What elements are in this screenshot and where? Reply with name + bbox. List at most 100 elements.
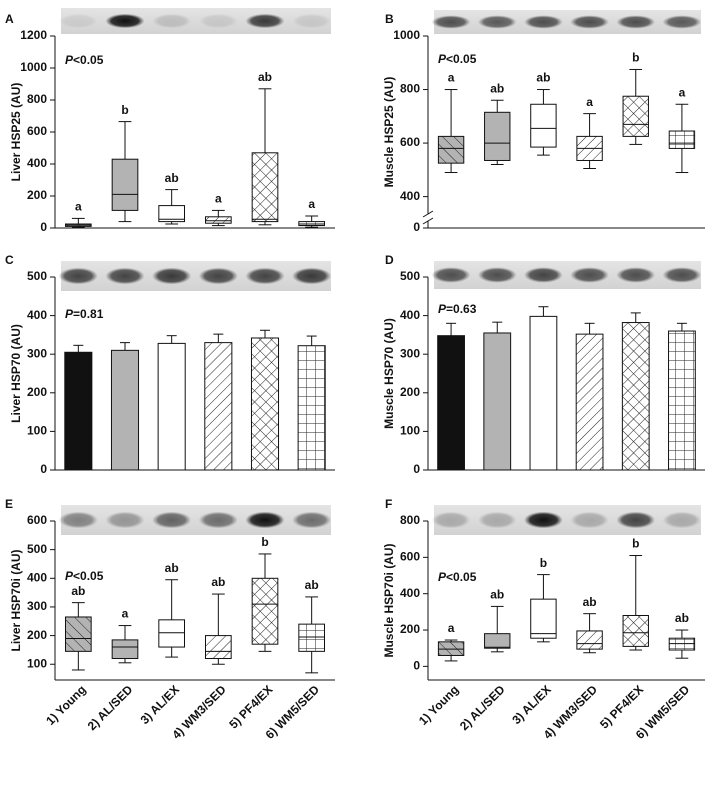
box [576, 630, 603, 650]
western-blot [434, 505, 701, 535]
bar [297, 345, 326, 471]
blot-band [662, 511, 702, 529]
x-tick-label: 2) AL/SED [457, 682, 508, 733]
significance-letter: ab [258, 70, 272, 84]
p-text: <0.05 [446, 570, 477, 584]
p-symbol: P [65, 569, 74, 583]
significance-letter: ab [536, 71, 550, 85]
y-tick-label: 800 [27, 92, 47, 106]
panel-letter: C [5, 253, 14, 267]
y-axis-label: Muscle HSP25 (AU) [382, 77, 396, 188]
significance-letter: ab [165, 561, 179, 575]
significance-letter: ab [165, 171, 179, 185]
blot-band [292, 267, 332, 285]
box [111, 639, 139, 660]
y-tick-label: 1000 [393, 28, 420, 42]
blot-band [570, 267, 609, 283]
significance-letter: ab [211, 575, 225, 589]
x-tick-label: 5) PF4/EX [226, 682, 275, 731]
box [158, 205, 185, 223]
y-tick-label: 0 [40, 220, 47, 234]
y-axis-label: Muscle HSP70i (AU) [382, 543, 396, 657]
p-text: <0.05 [73, 53, 104, 67]
panel-letter: D [385, 253, 394, 267]
box [622, 95, 649, 137]
y-tick-label: 600 [400, 550, 420, 564]
p-text: <0.05 [446, 52, 477, 66]
box [158, 619, 185, 648]
box [65, 616, 92, 652]
y-axis-label: Liver HSP70 (AU) [9, 324, 23, 423]
y-tick-label: 0 [413, 462, 420, 476]
x-tick-label: 1) Young [43, 682, 88, 727]
p-value: P=0.63 [438, 302, 477, 316]
y-tick-label: 800 [400, 82, 420, 96]
blot-band [292, 13, 332, 29]
box [251, 577, 279, 645]
blot-band [105, 13, 145, 29]
significance-letter: a [448, 621, 455, 635]
x-tick-label: 3) AL/EX [138, 682, 182, 726]
blot-band [570, 15, 609, 29]
y-tick-label: 300 [400, 346, 420, 360]
y-tick-label: 400 [27, 308, 47, 322]
bar [157, 342, 186, 471]
y-tick-label: 400 [400, 586, 420, 600]
blot-band [431, 267, 471, 283]
blot-band [292, 511, 332, 529]
bar [621, 322, 650, 471]
blot-band [245, 13, 285, 29]
y-tick-label: 1200 [20, 28, 47, 42]
y-tick-label: 200 [27, 188, 47, 202]
y-tick-label: 600 [27, 124, 47, 138]
significance-letter: a [75, 200, 82, 214]
blot-band [662, 267, 702, 283]
y-tick-label: 400 [400, 189, 420, 203]
y-tick-label: 600 [400, 135, 420, 149]
panel-letter: A [5, 12, 14, 26]
significance-letter: ab [583, 595, 597, 609]
y-tick-label: 100 [400, 424, 420, 438]
y-tick-label: 500 [27, 269, 47, 283]
y-tick-label: 800 [400, 513, 420, 527]
significance-letter: b [632, 51, 639, 65]
significance-letter: ab [305, 578, 319, 592]
significance-letter: a [679, 85, 686, 99]
blot-band [616, 267, 656, 283]
x-tick-label: 3) AL/EX [509, 682, 553, 726]
y-tick-label: 0 [413, 220, 420, 234]
p-text: <0.05 [73, 569, 104, 583]
significance-letter: a [215, 192, 222, 206]
box [530, 598, 557, 639]
p-value: P<0.05 [438, 52, 477, 66]
blot-band [524, 511, 563, 529]
bar [250, 337, 280, 471]
blot-band [616, 511, 656, 529]
western-blot [434, 261, 701, 289]
blot-band [477, 267, 517, 283]
significance-letter: a [122, 607, 129, 621]
axis-break [422, 217, 434, 225]
blot-band [524, 15, 563, 29]
box [111, 158, 139, 211]
y-tick-label: 200 [27, 628, 47, 642]
blot-band [431, 15, 471, 29]
blot-band [245, 267, 285, 285]
significance-letter: ab [675, 611, 689, 625]
blot-band [198, 511, 238, 529]
box [251, 152, 279, 223]
box [298, 623, 326, 652]
blot-band [198, 267, 238, 285]
box [530, 103, 557, 148]
y-tick-label: 0 [40, 462, 47, 476]
western-blot [434, 10, 701, 34]
p-value: P<0.05 [65, 569, 104, 583]
box [622, 614, 649, 647]
p-symbol: P [438, 302, 447, 316]
western-blot [61, 8, 331, 34]
blot-band [477, 15, 517, 29]
y-tick-label: 0 [413, 659, 420, 673]
p-symbol: P [438, 570, 447, 584]
